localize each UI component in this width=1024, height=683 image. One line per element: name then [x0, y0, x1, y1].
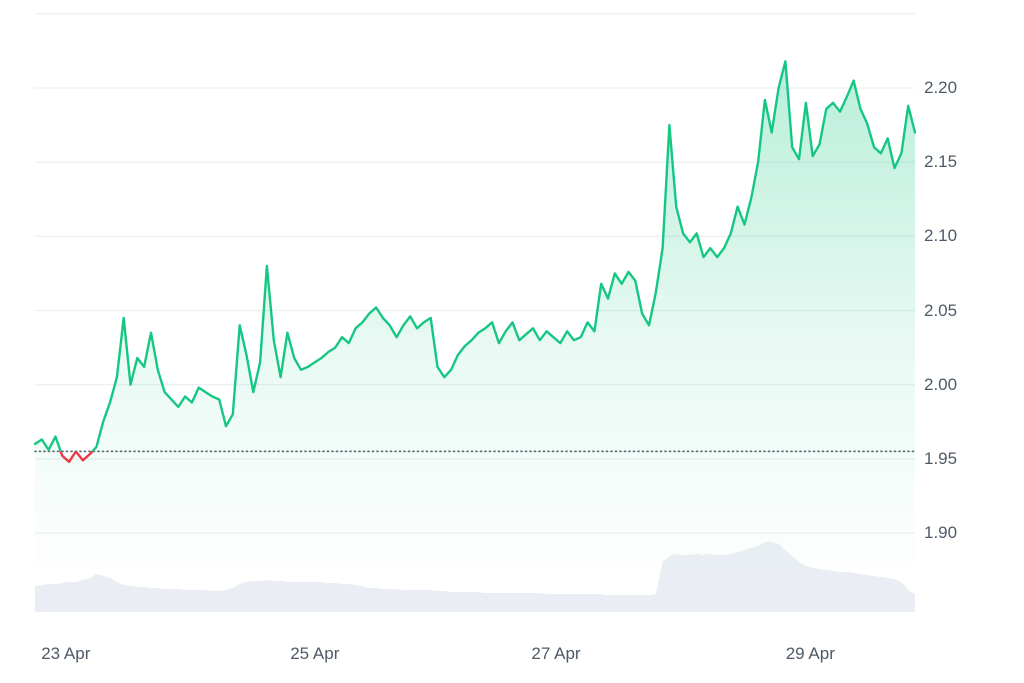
y-axis-label: 2.05 [924, 300, 958, 320]
y-axis-label: 2.10 [924, 226, 958, 246]
y-axis-label: 2.00 [924, 374, 958, 394]
x-axis-label: 29 Apr [785, 644, 835, 663]
x-axis-label: 25 Apr [290, 644, 340, 663]
y-axis-label: 1.90 [924, 523, 958, 542]
y-axis-label: 2.20 [924, 78, 958, 97]
x-axis-label: 27 Apr [531, 644, 581, 663]
y-axis-label: 2.15 [924, 152, 958, 172]
x-axis-label: 23 Apr [41, 644, 91, 663]
y-axis-label: 1.95 [924, 448, 958, 468]
price-line-up[interactable] [33, 60, 917, 462]
